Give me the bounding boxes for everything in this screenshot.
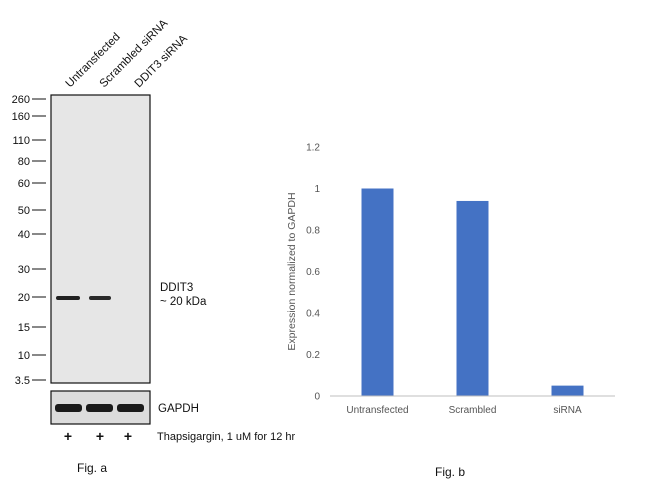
treatment-mark: +	[124, 428, 132, 444]
caption-fig-a: Fig. a	[77, 461, 107, 475]
blot-membrane	[50, 94, 151, 384]
mw-label: 110	[12, 135, 30, 147]
treatment-mark: +	[64, 428, 72, 444]
mw-label: 50	[18, 205, 30, 217]
x-tick-label: siRNA	[553, 405, 582, 416]
y-tick-label: 0.4	[306, 309, 320, 320]
x-tick-label: Untransfected	[346, 405, 408, 416]
gapdh-label: GAPDH	[158, 403, 199, 415]
gapdh-band-1	[55, 404, 82, 412]
mw-label: 80	[18, 156, 30, 168]
bar	[551, 385, 584, 396]
target-label-size: ~ 20 kDa	[160, 296, 207, 308]
treatment-mark: +	[96, 428, 104, 444]
ddit3-band-untransfected	[56, 296, 80, 300]
y-tick-label: 0.8	[306, 226, 320, 237]
bar	[361, 188, 394, 396]
mw-label: 30	[18, 264, 30, 276]
mw-label: 60	[18, 178, 30, 190]
x-axis-ticks: Untransfected Scrambled siRNA	[346, 405, 582, 416]
caption-fig-b: Fig. b	[435, 465, 465, 479]
mw-label: 3.5	[15, 375, 30, 387]
mw-label: 260	[12, 94, 30, 106]
y-axis-ticks: 0 0.2 0.4 0.6 0.8 1 1.2	[306, 143, 320, 403]
mw-label: 15	[18, 322, 30, 334]
gapdh-band-2	[86, 404, 113, 412]
mw-label: 160	[12, 111, 30, 123]
x-tick-label: Scrambled	[449, 405, 497, 416]
bar-chart-panel: 0 0.2 0.4 0.6 0.8 1 1.2 Untransfected Scrambled…	[286, 143, 615, 479]
bars	[361, 188, 584, 396]
y-tick-label: 0.2	[306, 350, 320, 361]
y-tick-label: 0.6	[306, 267, 320, 278]
y-tick-label: 1	[314, 184, 320, 195]
gapdh-band-3	[117, 404, 144, 412]
ddit3-band-scrambled	[89, 296, 111, 300]
target-label-ddit3: DDIT3	[160, 282, 193, 294]
y-axis-label: Expression normalized to GAPDH	[286, 192, 298, 350]
treatment-label: Thapsigargin, 1 uM for 12 hr	[157, 431, 296, 443]
mw-marker-labels: 260 160 110 80 60 50 40 30 20 15 10 3.5	[12, 94, 30, 387]
mw-label: 20	[18, 292, 30, 304]
bar	[456, 200, 489, 396]
mw-label: 40	[18, 229, 30, 241]
y-tick-label: 0	[314, 392, 320, 403]
mw-marker-ticks	[32, 98, 46, 381]
y-tick-label: 1.2	[306, 143, 320, 154]
mw-label: 10	[18, 350, 30, 362]
western-blot-panel: Untransfected Scrambled siRNA DDIT3 siRN…	[12, 17, 296, 475]
